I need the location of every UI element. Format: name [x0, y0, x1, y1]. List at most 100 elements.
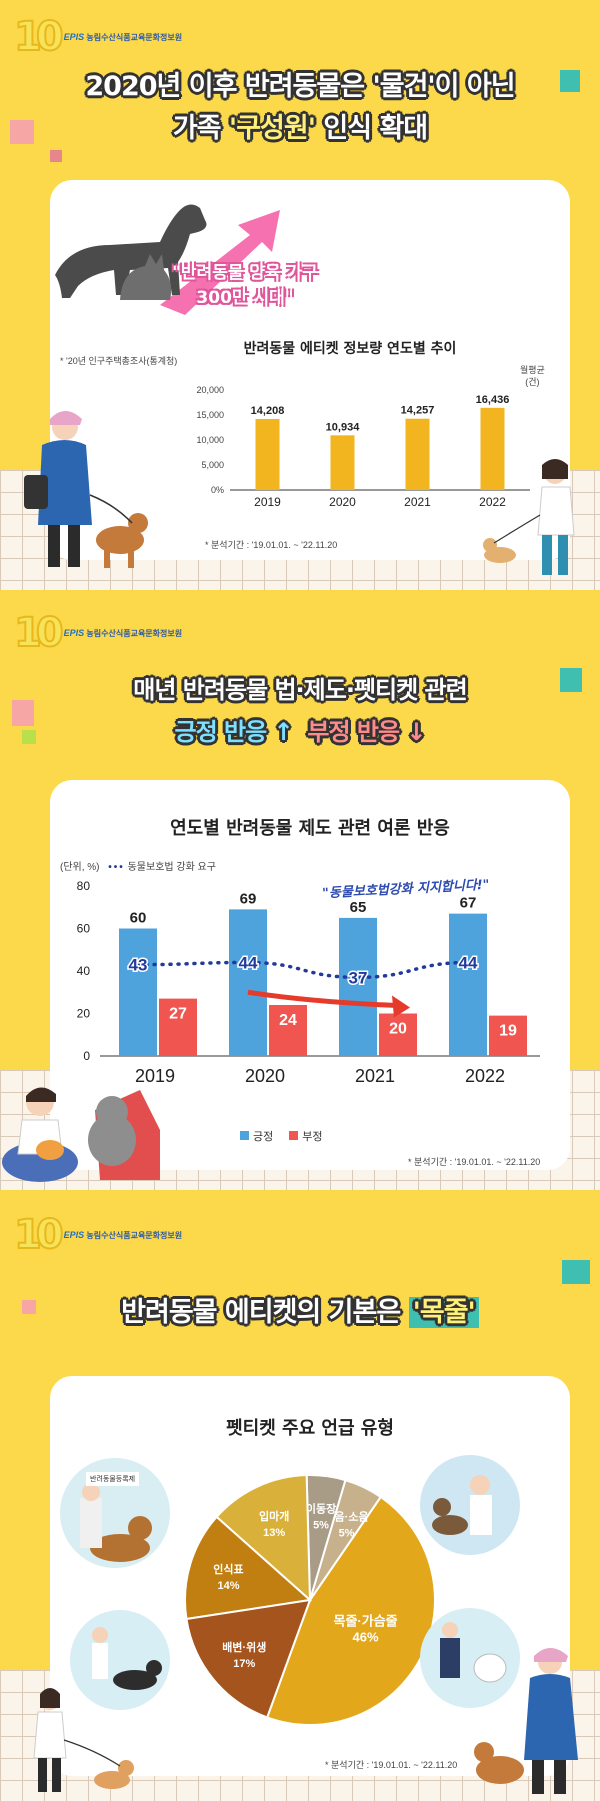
- pie-label: 입마개: [259, 1509, 289, 1523]
- pie-value: 14%: [217, 1580, 239, 1592]
- data-label-negative: 24: [279, 1012, 297, 1029]
- org-logo: 10 EPIS 농림수산식품교육문화정보원: [13, 13, 183, 61]
- line-protection-law: [136, 960, 470, 980]
- pie-value: 46%: [353, 1630, 379, 1645]
- chart-1-svg: 0% 5,000 10,000 15,000 20,000 14,208 2019 10,93…: [196, 385, 530, 509]
- deco-square-teal-3: [562, 1260, 590, 1284]
- anniversary-10-mark-3: 10: [13, 1211, 65, 1259]
- data-label: 14,257: [401, 405, 435, 417]
- data-label-negative: 27: [169, 1006, 187, 1023]
- bar-positive: [119, 928, 157, 1056]
- bar: [405, 418, 430, 490]
- org-name: EPIS 농림수산식품교육문화정보원: [63, 31, 183, 42]
- bar-positive: [449, 913, 487, 1056]
- x-tick-label: 2022: [479, 495, 506, 509]
- x-tick-label: 2021: [355, 1066, 395, 1086]
- x-tick-label: 2022: [465, 1066, 505, 1086]
- y-tick-label: 20,000: [196, 385, 224, 395]
- chart-3-title: 펫티켓 주요 언급 유형: [226, 1418, 394, 1439]
- girl-with-pets-illustration: [2, 1087, 160, 1182]
- y-tick-label: 5,000: [201, 460, 224, 470]
- x-tick-label: 2019: [254, 495, 281, 509]
- deco-square-pink-2: [12, 700, 34, 726]
- chart-card-1: [50, 180, 570, 560]
- x-tick-label: 2019: [135, 1066, 175, 1086]
- headline-2-line-2: 긍정 반응 ↑ 부정 반응 ↓: [174, 718, 427, 746]
- period-note-3: * 분석기간 : '19.01.01. ~ '22.11.20: [325, 1760, 458, 1770]
- chart-1-title: 반려동물 에티켓 정보량 연도별 추이: [243, 341, 457, 357]
- data-label-positive: 67: [460, 895, 477, 912]
- decline-trend-arrow: [247, 989, 399, 1008]
- data-label-line: 44: [459, 954, 478, 973]
- bar: [480, 407, 505, 490]
- legend-negative: 부정: [289, 1128, 323, 1144]
- headline-2-line-1: 매년 반려동물 법·제도·펫티켓 관련: [133, 676, 467, 704]
- pie-slice: [184, 1515, 313, 1621]
- bar-positive: [339, 917, 377, 1056]
- pie-value: 17%: [233, 1658, 255, 1670]
- unit-label-2: (단위, %) ••• 동물보호법 강화 요구: [60, 862, 216, 873]
- registration-sign: 반려동물등록제: [86, 1472, 140, 1486]
- photo-registration-illustration: 반려동물등록제: [60, 1458, 170, 1568]
- y-tick-label: 15,000: [196, 410, 224, 420]
- data-label-line: 37: [349, 968, 368, 987]
- anniversary-10-mark: 10: [13, 13, 65, 61]
- data-label-negative: 20: [389, 1021, 407, 1038]
- data-label-line: 44: [239, 954, 258, 973]
- org-logo-2: 10 EPIS 농림수산식품교육문화정보원: [13, 609, 182, 657]
- org-name-3: EPIS 농림수산식품교육문화정보원: [63, 1229, 183, 1240]
- callout-households: "반려동물 양육 가구 300만 시대": [172, 263, 318, 308]
- cat-silhouette: [120, 254, 172, 300]
- data-label: 16,436: [476, 394, 510, 406]
- data-label-positive: 60: [130, 910, 147, 927]
- data-label-line: 43: [129, 956, 148, 975]
- section-public-opinion: 10 EPIS 농림수산식품교육문화정보원 매년 반려동물 법·제도·펫티켓 관…: [0, 600, 600, 1200]
- line-legend-label: 동물보호법 강화 요구: [127, 862, 216, 873]
- y-tick-label: 0: [83, 1049, 90, 1063]
- pie-label: 목줄·가슴줄: [333, 1614, 397, 1629]
- decline-trend-arrowhead: [392, 995, 410, 1018]
- pet-silhouette-illustration: [55, 204, 280, 315]
- chart-3-pie-svg: 목줄·가슴줄46%짖음·소음5%이동장5%입마개13%인식표14%배변·위생17…: [184, 1474, 436, 1726]
- pie-value: 5%: [313, 1520, 329, 1532]
- period-note-2: * 분석기간 : '19.01.01. ~ '22.11.20: [408, 1157, 541, 1167]
- data-label: 10,934: [326, 421, 361, 433]
- woman-walking-dog-left: [24, 411, 148, 568]
- dog-silhouette: [55, 204, 207, 298]
- bar: [330, 435, 355, 490]
- y-tick-label: 80: [77, 879, 91, 893]
- photo-dog-walk-illustration: [420, 1455, 520, 1555]
- x-tick-label: 2020: [329, 495, 356, 509]
- deco-square-lime-2: [22, 730, 36, 744]
- bar-negative: [489, 1015, 527, 1056]
- pie-value: 5%: [339, 1527, 355, 1539]
- headline-3: 반려동물 에티켓의 기본은 '목줄': [0, 1290, 600, 1329]
- pie-value: 13%: [263, 1527, 285, 1539]
- deco-square-pink: [50, 150, 62, 162]
- photo-dog-leash-illustration: [70, 1610, 170, 1710]
- y-tick-label: 40: [77, 964, 91, 978]
- anniversary-10-mark-2: 10: [13, 609, 65, 657]
- deco-square-pink-3: [22, 1300, 36, 1314]
- pink-up-arrow: [160, 210, 280, 315]
- section-etiquette-types: 10 EPIS 농림수산식품교육문화정보원 반려동물 에티켓의 기본은 '목줄'…: [0, 1200, 600, 1801]
- pie-label: 이동장: [306, 1502, 336, 1516]
- y-tick-label: 60: [77, 922, 91, 936]
- photo-walk-group-illustration: [420, 1608, 520, 1708]
- woman-walking-dog-right: [483, 459, 575, 575]
- y-tick-label: 20: [77, 1007, 91, 1021]
- data-label-negative: 19: [499, 1023, 517, 1040]
- chart-2-legend: 긍정 부정: [240, 1128, 323, 1144]
- x-tick-label: 2020: [245, 1066, 285, 1086]
- source-note: * '20년 인구주택총조사(통계청): [60, 356, 178, 366]
- bar: [255, 418, 280, 490]
- bar-negative: [159, 998, 197, 1056]
- pie-label: 배변·위생: [222, 1640, 266, 1654]
- data-label: 14,208: [251, 405, 285, 417]
- pie-slice: [185, 1598, 312, 1719]
- period-note-1: * 분석기간 : '19.01.01. ~ '22.11.20: [205, 540, 338, 550]
- legend-positive: 긍정: [240, 1128, 273, 1144]
- woman-with-dog-bottom-right: [474, 1648, 578, 1794]
- data-label-positive: 65: [350, 899, 367, 916]
- headline-line-1: 2020년 이후 반려동물은 '물건'이 아닌: [85, 71, 515, 102]
